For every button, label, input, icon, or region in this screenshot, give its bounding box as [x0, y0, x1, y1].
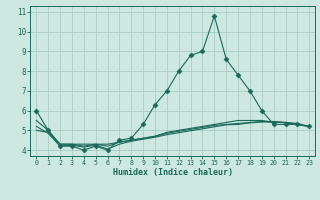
- X-axis label: Humidex (Indice chaleur): Humidex (Indice chaleur): [113, 168, 233, 177]
